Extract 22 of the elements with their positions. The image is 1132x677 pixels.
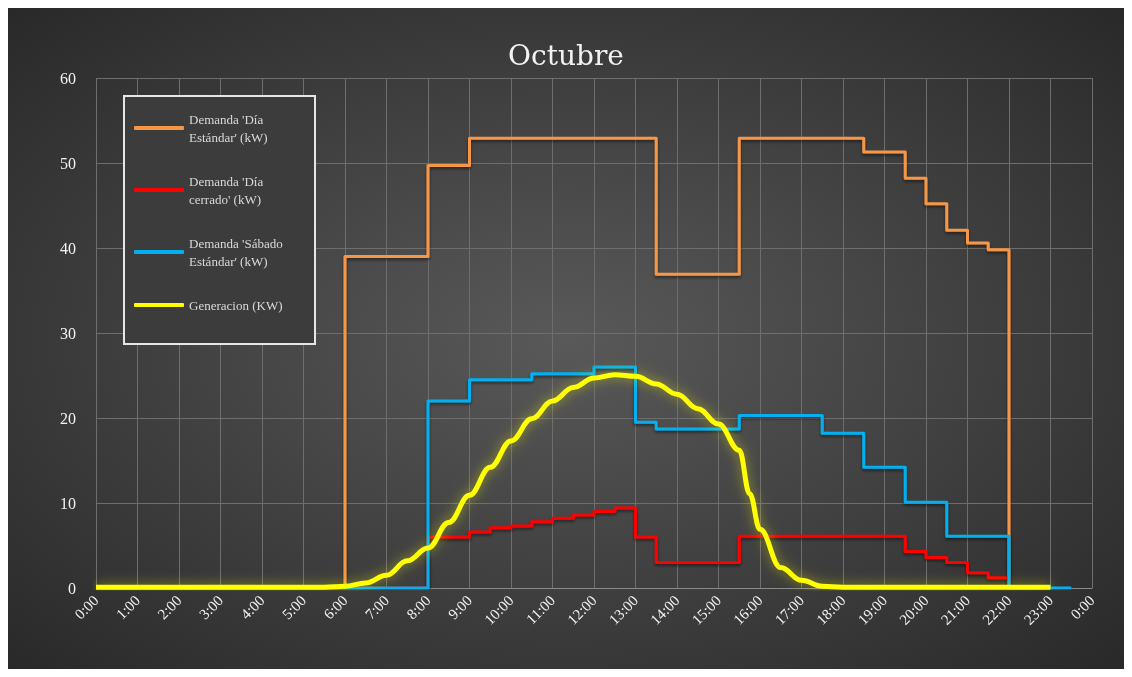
x-tick-label: 4:00 (237, 592, 268, 623)
x-tick-label: 7:00 (362, 592, 393, 623)
y-tick-label: 20 (60, 409, 76, 427)
y-tick-label: 50 (60, 154, 76, 172)
y-tick-label: 0 (68, 579, 76, 597)
legend-label: Demanda 'Sábado Estándar' (kW) (189, 235, 286, 269)
y-tick-label: 10 (60, 494, 76, 512)
x-tick-label: 9:00 (445, 592, 476, 623)
y-tick-label: 30 (60, 324, 76, 342)
x-tick-label: 5:00 (279, 592, 310, 623)
y-tick-label: 60 (60, 69, 76, 87)
x-tick-label: 0:00 (1067, 592, 1098, 623)
x-tick-label: 3:00 (196, 592, 227, 623)
x-tick-label: 2:00 (154, 592, 185, 623)
legend-label: Demanda 'Día Estándar' (kW) (189, 111, 268, 145)
x-tick-label: 8:00 (403, 592, 434, 623)
chart-title: Octubre (508, 38, 624, 72)
x-tick-label: 1:00 (113, 592, 144, 623)
y-tick-label: 40 (60, 239, 76, 257)
legend-label: Demanda 'Día cerrado' (kW) (189, 173, 267, 207)
legend-label: Generacion (KW) (189, 297, 283, 313)
x-tick-label: 6:00 (320, 592, 351, 623)
